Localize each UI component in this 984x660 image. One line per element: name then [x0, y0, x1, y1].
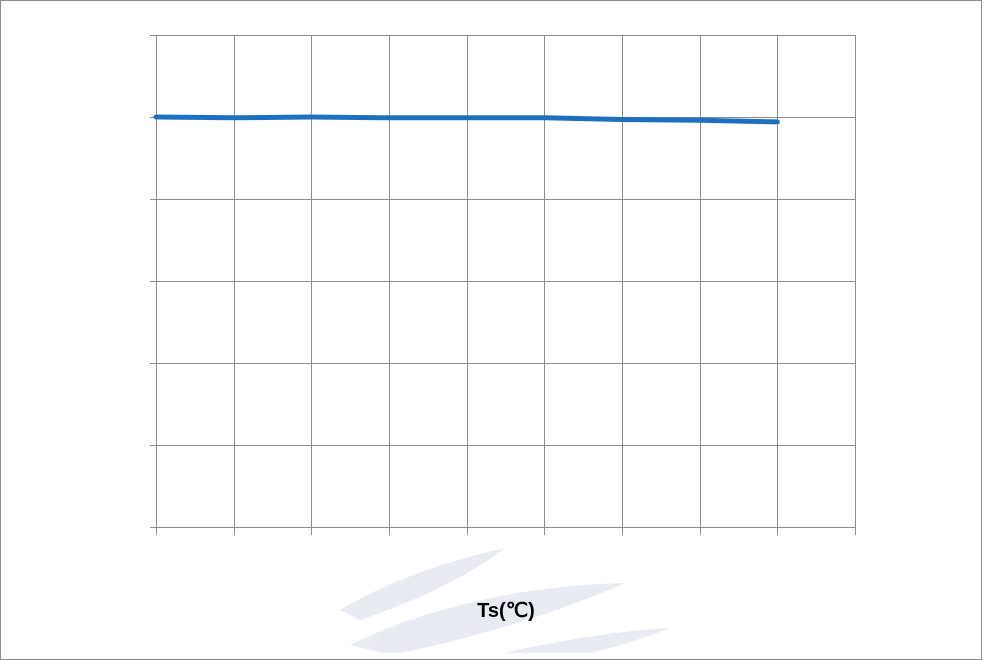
series-layer — [156, 117, 777, 122]
axis-ticks — [150, 36, 856, 536]
x-axis-label: Ts(℃) — [477, 600, 535, 622]
grid — [156, 35, 856, 528]
series-line — [156, 117, 777, 122]
